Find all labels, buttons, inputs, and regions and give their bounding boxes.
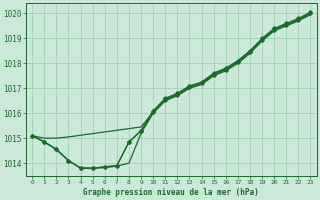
X-axis label: Graphe pression niveau de la mer (hPa): Graphe pression niveau de la mer (hPa) bbox=[84, 188, 259, 197]
